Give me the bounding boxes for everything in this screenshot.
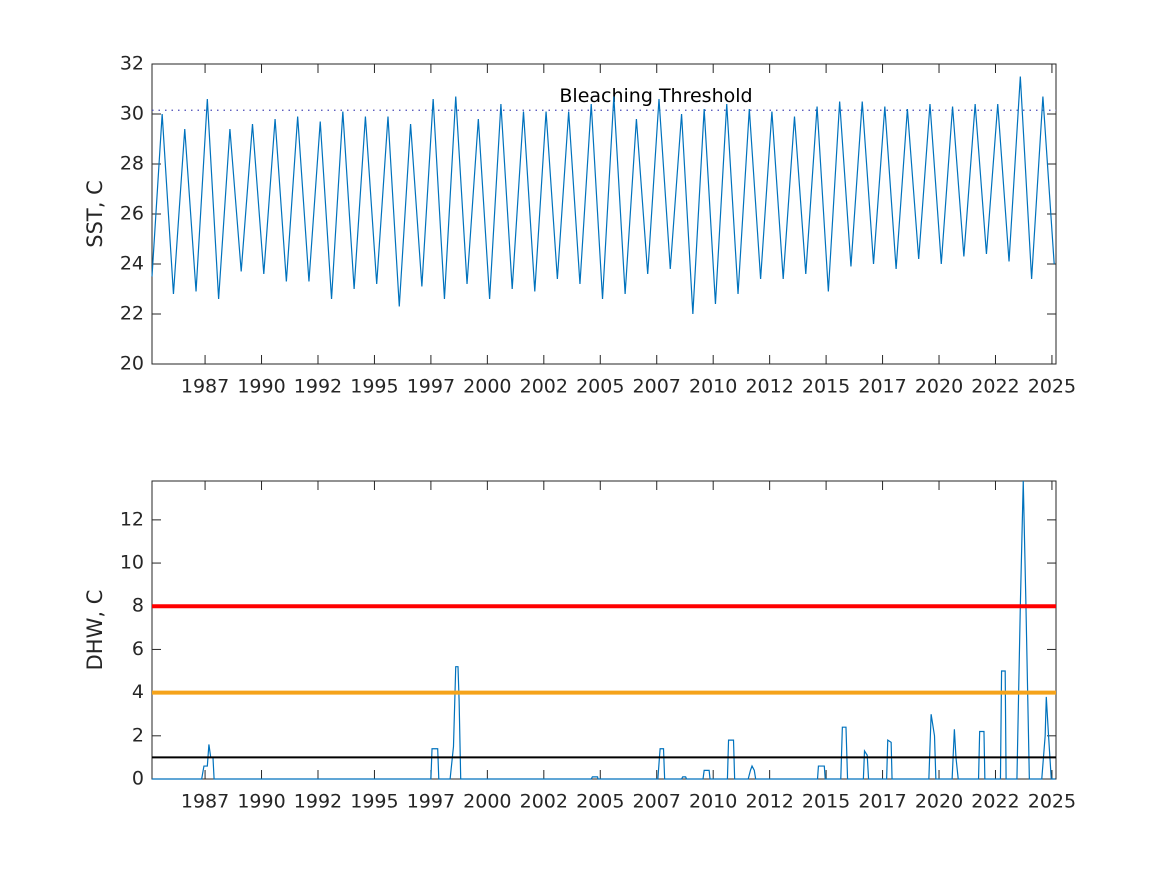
y-tick-label: 28 [120,153,144,175]
y-tick-label: 30 [120,103,144,125]
y-tick-label: 6 [132,638,144,660]
y-tick-label: 22 [120,303,144,325]
x-tick-label: 1990 [237,376,285,398]
x-tick-label: 2010 [689,376,737,398]
axes-box [151,480,1057,780]
x-tick-label: 1997 [407,376,455,398]
x-tick-label: 1990 [237,791,285,813]
x-tick-label: 1987 [181,376,229,398]
series-line [152,480,1056,780]
y-tick-label: 2 [132,724,144,746]
x-tick-label: 2015 [802,376,850,398]
x-tick-label: 2025 [1028,791,1076,813]
x-tick-label: 2007 [633,376,681,398]
y-tick-label: 0 [132,768,144,790]
x-tick-label: 1992 [294,376,342,398]
x-tick-label: 2015 [802,791,850,813]
y-axis-label: SST, C [83,180,107,248]
y-tick-label: 32 [120,53,144,75]
x-tick-label: 2022 [971,791,1019,813]
x-tick-label: 2020 [915,791,963,813]
x-tick-label: 2005 [576,376,624,398]
x-tick-label: 2020 [915,376,963,398]
x-tick-label: 1987 [181,791,229,813]
x-tick-label: 1992 [294,791,342,813]
x-tick-label: 2025 [1028,376,1076,398]
x-tick-label: 2017 [858,791,906,813]
x-tick-label: 2017 [858,376,906,398]
y-tick-label: 8 [132,595,144,617]
y-tick-label: 20 [120,353,144,375]
x-tick-label: 2012 [745,791,793,813]
x-tick-label: 2007 [633,791,681,813]
y-tick-label: 4 [132,681,144,703]
y-tick-label: 24 [120,253,144,275]
y-tick-label: 12 [120,508,144,530]
x-tick-label: 2010 [689,791,737,813]
x-tick-label: 2000 [463,376,511,398]
x-tick-label: 2012 [745,376,793,398]
y-axis-label: DHW, C [83,590,107,671]
x-tick-label: 2002 [520,376,568,398]
axes-box [151,63,1057,365]
series-line [151,76,1055,315]
x-tick-label: 2022 [971,376,1019,398]
x-tick-label: 1995 [350,791,398,813]
x-tick-label: 2002 [520,791,568,813]
x-tick-label: 1997 [407,791,455,813]
x-tick-label: 1995 [350,376,398,398]
y-tick-label: 10 [120,552,144,574]
x-tick-label: 2005 [576,791,624,813]
x-tick-label: 2000 [463,791,511,813]
threshold-label: Bleaching Threshold [559,85,752,107]
y-tick-label: 26 [120,203,144,225]
